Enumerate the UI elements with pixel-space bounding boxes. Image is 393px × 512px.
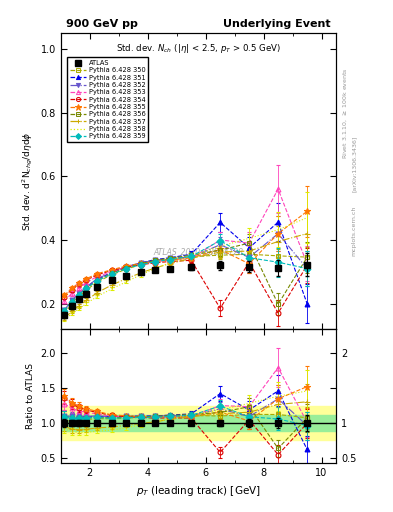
Bar [61, 406, 336, 440]
Text: 900 GeV pp: 900 GeV pp [66, 19, 138, 29]
Bar [61, 415, 336, 431]
Text: Std. dev. $N_{ch}$ ($|\eta|$ < 2.5, $p_{T}$ > 0.5 GeV): Std. dev. $N_{ch}$ ($|\eta|$ < 2.5, $p_{… [116, 42, 281, 55]
X-axis label: $p_{T}$ (leading track) [GeV]: $p_{T}$ (leading track) [GeV] [136, 484, 261, 498]
Text: mcplots.cern.ch: mcplots.cern.ch [352, 205, 357, 255]
Text: Rivet 3.1.10, $\geq$ 100k events: Rivet 3.1.10, $\geq$ 100k events [342, 67, 349, 159]
Text: Underlying Event: Underlying Event [223, 19, 331, 29]
Y-axis label: Std. dev. d$^2$N$_{chg}$/d$\eta$d$\phi$: Std. dev. d$^2$N$_{chg}$/d$\eta$d$\phi$ [20, 132, 35, 231]
Y-axis label: Ratio to ATLAS: Ratio to ATLAS [26, 363, 35, 429]
Text: [arXiv:1306.3436]: [arXiv:1306.3436] [352, 136, 357, 192]
Legend: ATLAS, Pythia 6.428 350, Pythia 6.428 351, Pythia 6.428 352, Pythia 6.428 353, P: ATLAS, Pythia 6.428 350, Pythia 6.428 35… [67, 57, 149, 142]
Text: ATLAS_2010_S8894728: ATLAS_2010_S8894728 [153, 248, 244, 257]
